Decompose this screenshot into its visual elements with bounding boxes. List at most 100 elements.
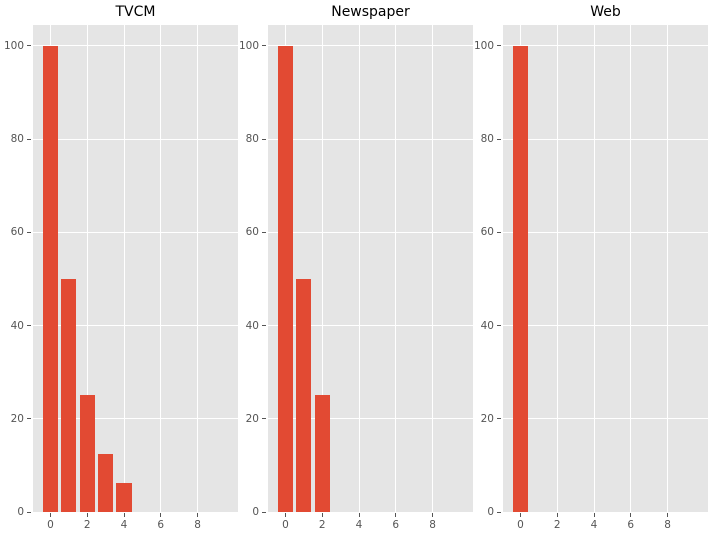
- y-gridline: [33, 418, 238, 420]
- y-gridline: [268, 45, 473, 47]
- y-gridline: [503, 138, 708, 140]
- x-tick-label: 0: [517, 519, 524, 531]
- x-gridline: [197, 25, 199, 512]
- x-gridline: [321, 25, 323, 512]
- y-tick-label: 40: [10, 319, 24, 332]
- histogram-bar: [79, 395, 95, 512]
- y-gridline: [268, 138, 473, 140]
- y-gridline: [33, 325, 238, 327]
- chart-title: Web: [590, 4, 621, 20]
- subplot-tvcm: TVCM 0 2 4 6 8 0 20 40 60 80 100: [4, 0, 238, 537]
- y-tick-label: 100: [3, 39, 24, 52]
- y-gridline: [268, 418, 473, 420]
- chart-title: Newspaper: [331, 4, 410, 20]
- y-tick-mark: [27, 138, 31, 140]
- y-tick-mark: [262, 45, 266, 47]
- y-tick-mark: [27, 418, 31, 420]
- x-tick-mark: [556, 513, 558, 517]
- x-tick-mark: [197, 513, 199, 517]
- plot-area: [33, 25, 238, 513]
- y-tick-label: 100: [473, 39, 494, 52]
- y-tick-mark: [262, 418, 266, 420]
- y-tick-label: 40: [480, 319, 494, 332]
- x-tick-mark: [432, 513, 434, 517]
- y-tick-mark: [497, 418, 501, 420]
- y-tick-label: 100: [238, 39, 259, 52]
- x-tick-mark: [160, 513, 162, 517]
- x-tick-label: 6: [627, 519, 635, 531]
- y-tick-mark: [497, 231, 501, 233]
- y-gridline: [503, 45, 708, 47]
- y-tick-mark: [262, 325, 266, 327]
- x-tick-label: 0: [47, 519, 54, 531]
- subplot-web: Web 0 2 4 6 8 0 20 40 60 80 100: [474, 0, 708, 537]
- x-tick-label: 4: [355, 519, 363, 531]
- y-gridline: [268, 231, 473, 233]
- plot-area: [503, 25, 708, 513]
- histogram-bar: [512, 45, 528, 512]
- y-tick-mark: [27, 511, 31, 513]
- x-tick-label: 2: [318, 519, 326, 531]
- y-tick-label: 20: [10, 412, 24, 425]
- histogram-bar: [61, 278, 77, 512]
- y-tick-mark: [262, 231, 266, 233]
- y-gridline: [268, 511, 473, 513]
- plot-area: [268, 25, 473, 513]
- y-tick-label: 20: [480, 412, 494, 425]
- x-gridline: [667, 25, 669, 512]
- x-tick-mark: [358, 513, 360, 517]
- x-tick-label: 0: [282, 519, 289, 531]
- x-tick-label: 4: [120, 519, 128, 531]
- y-gridline: [268, 325, 473, 327]
- x-tick-mark: [667, 513, 669, 517]
- histogram-bar: [98, 453, 114, 512]
- y-tick-mark: [262, 511, 266, 513]
- histogram-bar: [42, 45, 58, 512]
- x-tick-label: 6: [392, 519, 400, 531]
- y-tick-mark: [262, 138, 266, 140]
- x-tick-mark: [593, 513, 595, 517]
- x-tick-mark: [123, 513, 125, 517]
- y-tick-label: 80: [245, 133, 259, 146]
- y-tick-label: 0: [252, 506, 259, 518]
- x-gridline: [86, 25, 88, 512]
- y-gridline: [33, 45, 238, 47]
- y-tick-mark: [27, 325, 31, 327]
- x-tick-mark: [395, 513, 397, 517]
- x-tick-mark: [284, 513, 286, 517]
- x-gridline: [358, 25, 360, 512]
- y-gridline: [33, 511, 238, 513]
- histogram-bar: [277, 45, 293, 512]
- histogram-bar: [314, 395, 330, 512]
- x-gridline: [432, 25, 434, 512]
- x-gridline: [630, 25, 632, 512]
- y-tick-label: 80: [480, 133, 494, 146]
- y-tick-label: 60: [480, 226, 494, 239]
- x-gridline: [160, 25, 162, 512]
- y-tick-mark: [497, 511, 501, 513]
- y-gridline: [503, 511, 708, 513]
- x-gridline: [123, 25, 125, 512]
- histogram-bar: [116, 482, 132, 512]
- x-tick-mark: [630, 513, 632, 517]
- y-tick-mark: [27, 45, 31, 47]
- y-tick-mark: [27, 231, 31, 233]
- x-tick-label: 8: [664, 519, 671, 531]
- chart-title: TVCM: [115, 4, 156, 20]
- y-tick-mark: [497, 45, 501, 47]
- x-tick-mark: [519, 513, 521, 517]
- y-tick-label: 20: [245, 412, 259, 425]
- y-gridline: [33, 231, 238, 233]
- y-gridline: [503, 325, 708, 327]
- x-gridline: [395, 25, 397, 512]
- x-gridline: [593, 25, 595, 512]
- x-gridline: [556, 25, 558, 512]
- y-gridline: [33, 138, 238, 140]
- y-tick-mark: [497, 138, 501, 140]
- y-tick-label: 60: [10, 226, 24, 239]
- subplot-newspaper: Newspaper 0 2 4 6 8 0 20 40 60 80 100: [239, 0, 473, 537]
- x-tick-mark: [86, 513, 88, 517]
- histogram-bar: [296, 278, 312, 512]
- x-tick-mark: [321, 513, 323, 517]
